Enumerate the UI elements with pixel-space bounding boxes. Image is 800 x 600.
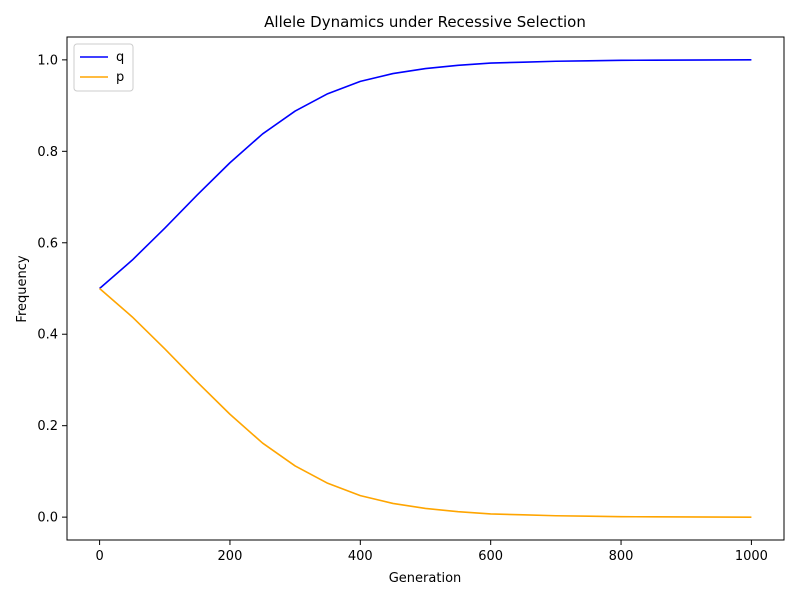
plot-frame <box>66 36 785 541</box>
x-axis-ticks: 0 200 400 600 800 1000 <box>95 540 768 564</box>
y-tick-label: 1.0 <box>37 53 58 68</box>
y-tick-label: 0.8 <box>37 145 58 160</box>
y-tick-label: 0.0 <box>37 511 58 526</box>
legend-label-p: p <box>116 70 124 85</box>
y-tick-label: 0.6 <box>37 236 58 251</box>
y-axis-label: Frequency <box>15 255 30 322</box>
x-tick-label: 0 <box>95 549 103 564</box>
series-line-q <box>99 59 752 290</box>
x-tick-label: 600 <box>478 549 503 564</box>
y-axis-ticks: 0.0 0.2 0.4 0.6 0.8 1.0 <box>37 53 67 526</box>
plot-lines <box>99 59 752 518</box>
y-tick-label: 0.2 <box>37 419 58 434</box>
x-tick-label: 200 <box>218 549 243 564</box>
x-axis-label: Generation <box>389 571 462 586</box>
legend-box <box>73 43 134 92</box>
x-tick-label: 1000 <box>735 549 768 564</box>
x-tick-label: 400 <box>348 549 373 564</box>
chart-title: Allele Dynamics under Recessive Selectio… <box>264 13 586 31</box>
legend-label-q: q <box>116 50 124 65</box>
x-tick-label: 800 <box>609 549 634 564</box>
legend: q p <box>73 43 134 92</box>
y-tick-label: 0.4 <box>37 328 58 343</box>
series-line-p <box>99 287 752 518</box>
